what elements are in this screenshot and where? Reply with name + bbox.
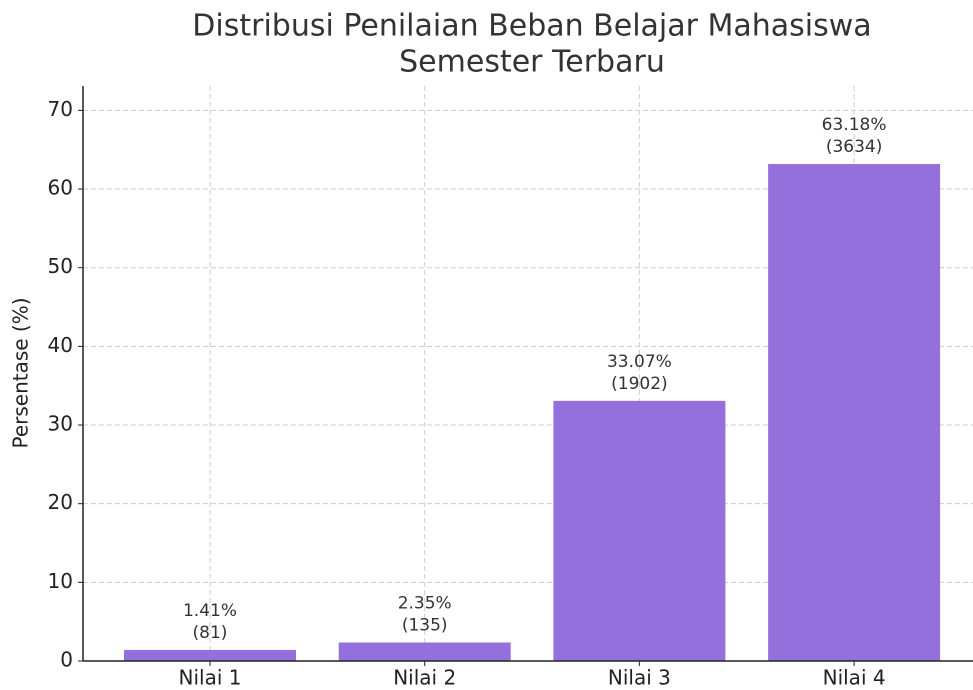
y-tick-label: 30 [48,412,73,436]
x-tick-label: Nilai 1 [179,666,242,690]
bar [553,400,726,661]
value-label: 2.35% [398,594,452,614]
value-label: 63.18% [822,115,887,135]
y-tick-label: 60 [48,176,73,200]
x-tick-label: Nilai 4 [823,666,886,690]
y-tick-label: 70 [48,97,73,121]
y-tick-label: 10 [48,569,73,593]
count-label: (3634) [826,137,883,157]
y-tick-label: 40 [48,333,73,357]
y-tick-label: 50 [48,254,73,278]
y-axis-label: Persentase (%) [9,297,33,448]
count-label: (135) [402,616,448,636]
bar [768,164,941,661]
bar [338,642,511,661]
value-label: 1.41% [183,601,237,621]
chart-title: Distribusi Penilaian Beban Belajar Mahas… [192,9,871,44]
bar [124,649,296,661]
count-label: (81) [193,623,228,643]
y-tick-label: 20 [48,490,73,514]
y-tick-label: 0 [60,648,73,672]
chart-title: Semester Terbaru [399,45,665,80]
x-tick-label: Nilai 3 [608,666,671,690]
value-label: 33.07% [607,352,672,372]
count-label: (1902) [611,374,668,394]
x-tick-label: Nilai 2 [393,666,456,690]
